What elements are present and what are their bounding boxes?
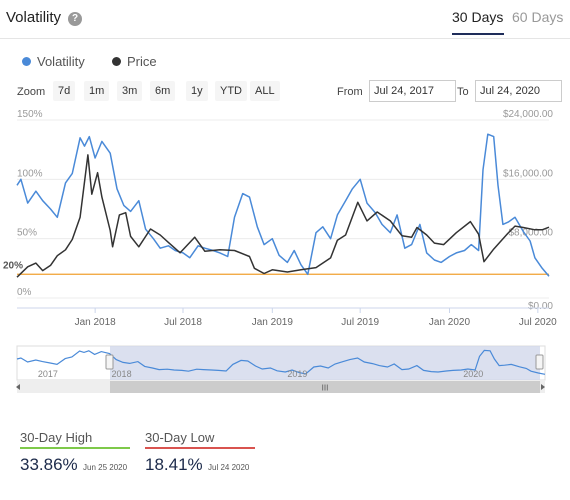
question-circle-icon[interactable]: ? [68, 12, 82, 26]
page-title: Volatility [6, 9, 62, 26]
y-right-tick-label: $0.00 [528, 301, 553, 312]
tab-30-days[interactable]: 30 Days [452, 9, 504, 25]
x-tick-label: Jul 2020 [519, 317, 557, 328]
volatility-dot-icon [22, 57, 31, 66]
legend-label-volatility: Volatility [37, 54, 85, 69]
y-right-tick-label: $16,000.00 [503, 168, 553, 179]
x-tick-label: Jan 2020 [429, 317, 471, 328]
y-left-tick-label: 0% [17, 287, 32, 298]
stat-low-underline [145, 447, 255, 449]
zoom-6m-button[interactable]: 6m [150, 81, 176, 101]
stat-low-date: Jul 24 2020 [208, 463, 250, 472]
zoom-1m-button[interactable]: 1m [84, 81, 110, 101]
range-navigator[interactable]: 2017 2018 2019 2020 III [0, 340, 570, 398]
arrow-left-icon[interactable] [16, 384, 20, 390]
stat-high-underline [20, 447, 130, 449]
navigator-year-label: 2019 [287, 369, 307, 379]
navigator-right-handle[interactable] [535, 354, 544, 370]
stat-high-value: 33.86% [20, 455, 78, 474]
x-tick-label: Jul 2019 [341, 317, 379, 328]
scrollbar-thumb[interactable] [110, 381, 540, 393]
price-dot-icon [112, 57, 121, 66]
y-right-tick-label: $24,000.00 [503, 109, 553, 120]
navigator-series-line [16, 349, 546, 375]
y-left-tick-label: 50% [17, 228, 37, 239]
stat-high-label: 30-Day High [20, 430, 93, 445]
legend-item-volatility[interactable]: Volatility [22, 54, 85, 69]
zoom-3m-button[interactable]: 3m [117, 81, 143, 101]
active-tab-indicator [452, 33, 504, 35]
zoom-all-button[interactable]: ALL [250, 81, 280, 101]
zoom-label: Zoom [17, 86, 46, 98]
tab-60-days[interactable]: 60 Days [512, 9, 564, 25]
navigator-selection[interactable] [110, 346, 540, 380]
zoom-1y-button[interactable]: 1y [186, 81, 208, 101]
navigator-left-handle[interactable] [105, 354, 114, 370]
stat-low-label: 30-Day Low [145, 430, 215, 445]
navigator-year-label: 2017 [38, 369, 58, 379]
arrow-right-icon[interactable] [541, 384, 545, 390]
navigator-year-label: 2018 [112, 369, 132, 379]
zoom-7d-button[interactable]: 7d [53, 81, 76, 101]
reference-line-label: 20% [3, 260, 23, 271]
stat-high-date: Jun 25 2020 [83, 463, 128, 472]
y-left-tick-label: 100% [17, 168, 43, 179]
y-left-tick-label: 150% [17, 109, 43, 120]
x-tick-label: Jan 2019 [252, 317, 294, 328]
from-label: From [337, 86, 363, 98]
zoom-ytd-button[interactable]: YTD [215, 81, 247, 101]
grip-icon[interactable]: III [322, 384, 329, 393]
volatility-chart[interactable]: 150% 100% 50% 0% $24,000.00 $16,000.00 $8,000… [0, 105, 570, 335]
from-date-input[interactable]: Jul 24, 2017 [369, 80, 456, 102]
header-divider [0, 38, 570, 39]
x-tick-label: Jan 2018 [75, 317, 117, 328]
to-date-input[interactable]: Jul 24, 2020 [475, 80, 562, 102]
x-tick-label: Jul 2018 [164, 317, 202, 328]
series-line-price[interactable] [16, 154, 550, 278]
y-right-tick-label: $8,000.00 [509, 228, 554, 239]
legend-item-price[interactable]: Price [112, 54, 157, 69]
legend-label-price: Price [127, 54, 157, 69]
stat-low-value: 18.41% [145, 455, 203, 474]
series-line-volatility[interactable] [16, 133, 550, 277]
to-label: To [457, 86, 469, 98]
navigator-year-label: 2020 [463, 369, 483, 379]
